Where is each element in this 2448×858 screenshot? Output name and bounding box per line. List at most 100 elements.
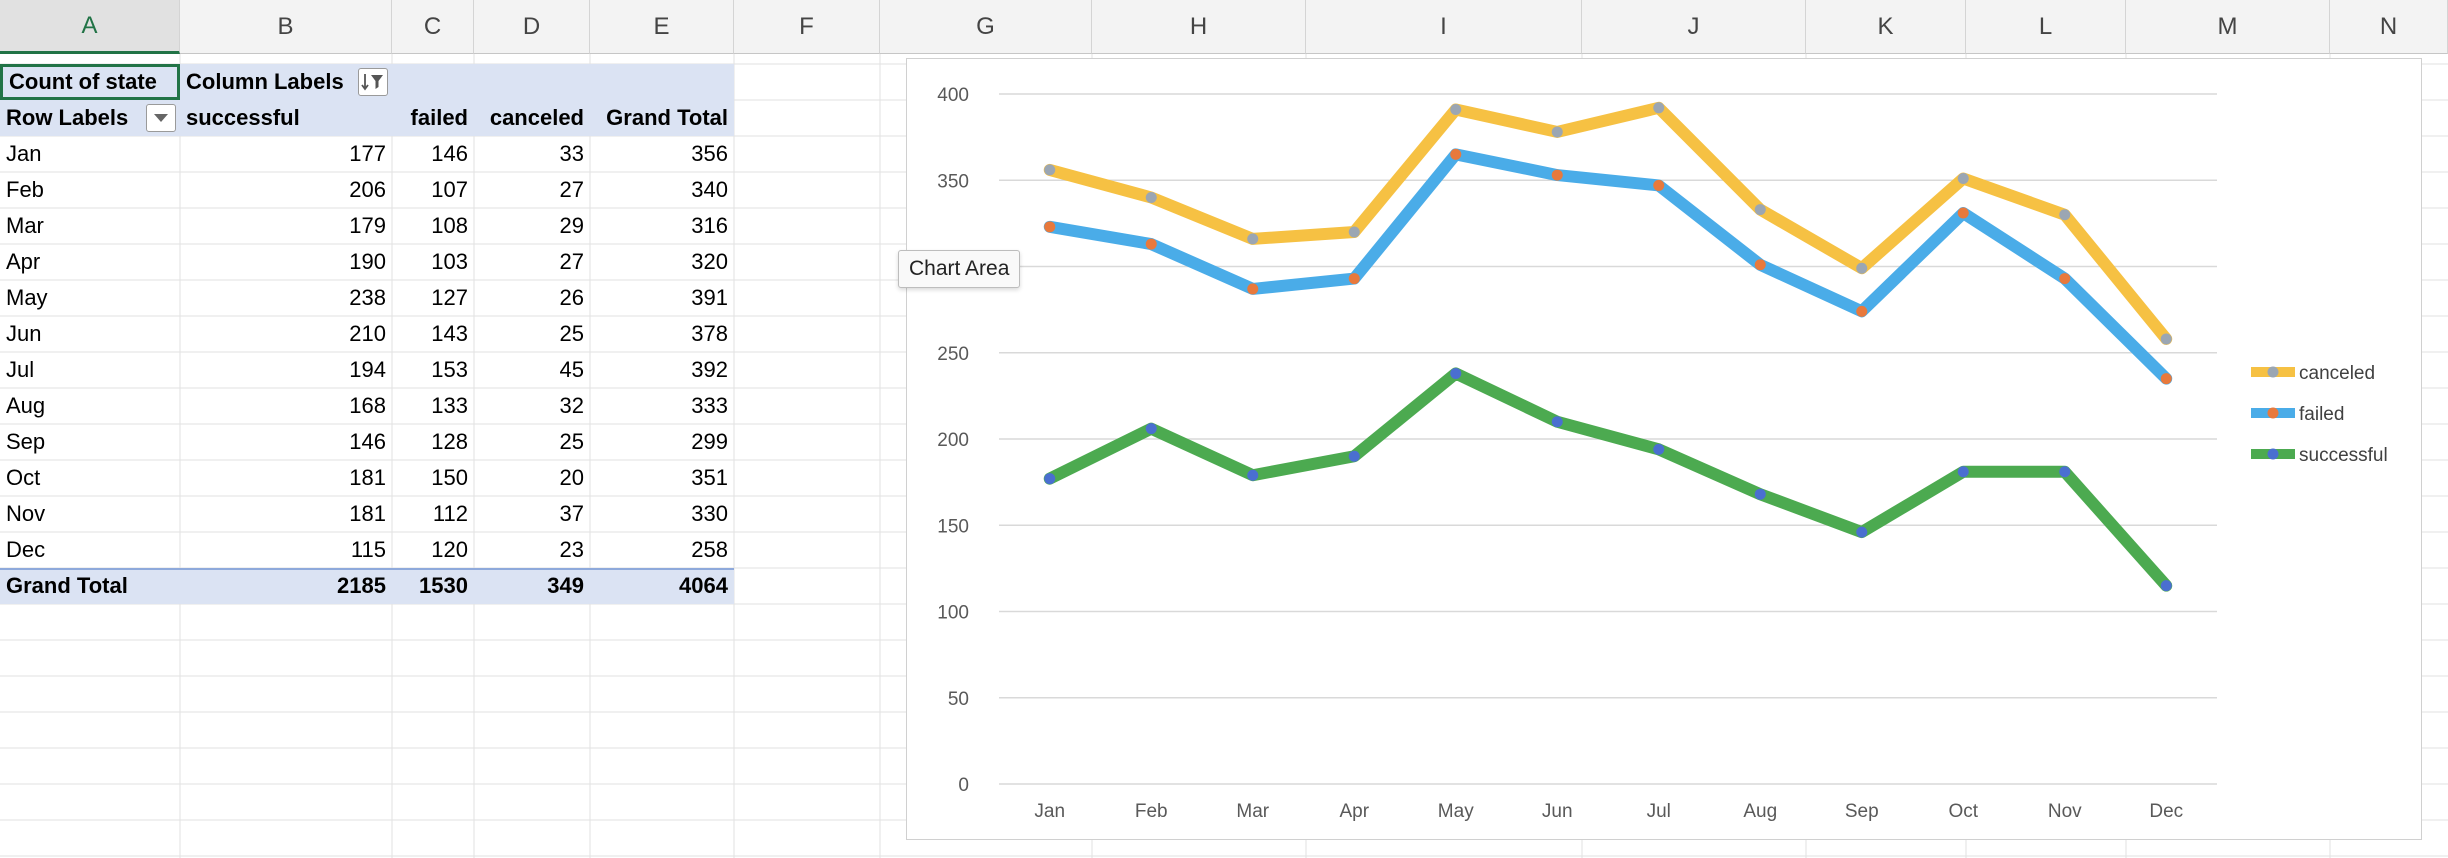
column-header-K[interactable]: K	[1806, 0, 1966, 54]
pivot-value-cell[interactable]: 25	[559, 429, 584, 454]
pivot-header-grand-total[interactable]: Grand Total	[606, 105, 728, 130]
pivot-row-label[interactable]: Sep	[6, 429, 46, 454]
pivot-row-label[interactable]: Feb	[6, 177, 44, 202]
pivot-value-cell[interactable]: 177	[349, 141, 386, 166]
pivot-row-label[interactable]: Nov	[6, 501, 46, 526]
pivot-value-cell[interactable]: 258	[691, 537, 728, 562]
column-header-H[interactable]: H	[1092, 0, 1306, 54]
pivot-value-cell[interactable]: 150	[431, 465, 468, 490]
data-point-canceled	[1754, 204, 1766, 216]
pivot-value-cell[interactable]: 29	[559, 213, 584, 238]
pivot-value-cell[interactable]: 23	[559, 537, 584, 562]
pivot-value-cell[interactable]: 316	[691, 213, 728, 238]
data-point-canceled	[1450, 104, 1462, 116]
pivot-value-cell[interactable]: 37	[559, 501, 584, 526]
pivot-value-cell[interactable]: 27	[559, 177, 584, 202]
pivot-row-label[interactable]: Jul	[6, 357, 35, 382]
pivot-value-cell[interactable]: 391	[691, 285, 728, 310]
column-header-A[interactable]: A	[0, 0, 180, 54]
pivot-value-cell[interactable]: 20	[559, 465, 584, 490]
column-header-B[interactable]: B	[180, 0, 392, 54]
pivot-value-cell[interactable]: 153	[431, 357, 468, 382]
pivot-header-canceled[interactable]: canceled	[489, 105, 584, 130]
pivot-grand-total-value[interactable]: 349	[547, 573, 584, 598]
pivot-value-cell[interactable]: 133	[431, 393, 468, 418]
pivot-row-label[interactable]: Oct	[6, 465, 41, 490]
chart-area[interactable]: 050100150200250300350400JanFebMarAprMayJ…	[906, 58, 2422, 840]
pivot-value-cell[interactable]: 330	[691, 501, 728, 526]
pivot-value-cell[interactable]: 33	[559, 141, 584, 166]
column-header-G[interactable]: G	[880, 0, 1092, 54]
pivot-header-successful[interactable]: successful	[186, 105, 300, 130]
line-chart[interactable]: 050100150200250300350400JanFebMarAprMayJ…	[907, 59, 2421, 839]
pivot-header-failed[interactable]: failed	[410, 105, 468, 130]
data-point-successful	[2160, 580, 2172, 592]
column-header-M[interactable]: M	[2126, 0, 2330, 54]
column-header-E[interactable]: E	[590, 0, 734, 54]
pivot-column-labels-cell[interactable]: Column Labels	[186, 69, 344, 94]
pivot-value-cell[interactable]: 128	[431, 429, 468, 454]
data-point-failed	[1551, 169, 1563, 181]
pivot-value-cell[interactable]: 356	[691, 141, 728, 166]
pivot-row-label[interactable]: May	[6, 285, 48, 310]
pivot-value-cell[interactable]: 146	[431, 141, 468, 166]
pivot-value-cell[interactable]: 146	[349, 429, 386, 454]
pivot-value-cell[interactable]: 127	[431, 285, 468, 310]
pivot-value-cell[interactable]: 168	[349, 393, 386, 418]
pivot-count-of-state-cell[interactable]: Count of state	[0, 64, 180, 100]
pivot-value-cell[interactable]: 210	[349, 321, 386, 346]
pivot-value-cell[interactable]: 25	[559, 321, 584, 346]
pivot-row-label[interactable]: Aug	[6, 393, 46, 418]
pivot-value-cell[interactable]: 120	[431, 537, 468, 562]
column-header-C[interactable]: C	[392, 0, 474, 54]
pivot-value-cell[interactable]: 27	[559, 249, 584, 274]
pivot-value-cell[interactable]: 351	[691, 465, 728, 490]
pivot-value-cell[interactable]: 340	[691, 177, 728, 202]
column-header-D[interactable]: D	[474, 0, 590, 54]
pivot-value-cell[interactable]: 194	[349, 357, 386, 382]
column-header-L[interactable]: L	[1966, 0, 2126, 54]
pivot-value-cell[interactable]: 143	[431, 321, 468, 346]
column-header-N[interactable]: N	[2330, 0, 2448, 54]
pivot-row-labels-cell[interactable]: Row Labels	[6, 105, 129, 130]
pivot-value-cell[interactable]: 181	[349, 465, 386, 490]
pivot-grand-total-value[interactable]: 4064	[679, 573, 728, 598]
pivot-grand-total-value[interactable]: 1530	[419, 573, 468, 598]
data-point-successful	[1551, 416, 1563, 428]
pivot-value-cell[interactable]: 32	[559, 393, 584, 418]
pivot-value-cell[interactable]: 108	[431, 213, 468, 238]
pivot-value-cell[interactable]: 181	[349, 501, 386, 526]
pivot-value-cell[interactable]: 238	[349, 285, 386, 310]
data-point-failed	[1957, 207, 1969, 219]
pivot-value-cell[interactable]: 103	[431, 249, 468, 274]
pivot-value-cell[interactable]: 179	[349, 213, 386, 238]
pivot-value-cell[interactable]: 107	[431, 177, 468, 202]
pivot-row-label[interactable]: Apr	[6, 249, 41, 274]
pivot-value-cell[interactable]: 26	[559, 285, 584, 310]
pivot-value-cell[interactable]: 112	[432, 501, 468, 526]
pivot-value-cell[interactable]: 392	[691, 357, 728, 382]
column-header-J[interactable]: J	[1582, 0, 1806, 54]
pivot-value-cell[interactable]: 333	[691, 393, 728, 418]
pivot-row-label[interactable]: Jun	[6, 321, 42, 346]
row-labels-dropdown-icon[interactable]	[146, 104, 176, 132]
pivot-value-cell[interactable]: 299	[691, 429, 728, 454]
pivot-value-cell[interactable]: 45	[559, 357, 584, 382]
column-header-I[interactable]: I	[1306, 0, 1582, 54]
column-header-F[interactable]: F	[734, 0, 880, 54]
pivot-row-label[interactable]: Mar	[6, 213, 44, 238]
pivot-row-label[interactable]: Jan	[6, 141, 42, 166]
pivot-value-cell[interactable]: 320	[691, 249, 728, 274]
pivot-value-cell[interactable]: 206	[349, 177, 386, 202]
x-tick-label: Oct	[1948, 801, 1978, 822]
pivot-value-cell[interactable]: 115	[350, 537, 386, 562]
pivot-value-cell[interactable]: 190	[349, 249, 386, 274]
pivot-value-cell[interactable]: 378	[691, 321, 728, 346]
column-labels-filter-icon[interactable]	[358, 68, 388, 96]
pivot-row-label[interactable]: Dec	[6, 537, 46, 562]
series-line-failed	[1043, 148, 2173, 385]
pivot-grand-total-label[interactable]: Grand Total	[6, 573, 128, 598]
pivot-grand-total-band	[0, 568, 734, 604]
pivot-grand-total-value[interactable]: 2185	[337, 573, 386, 598]
